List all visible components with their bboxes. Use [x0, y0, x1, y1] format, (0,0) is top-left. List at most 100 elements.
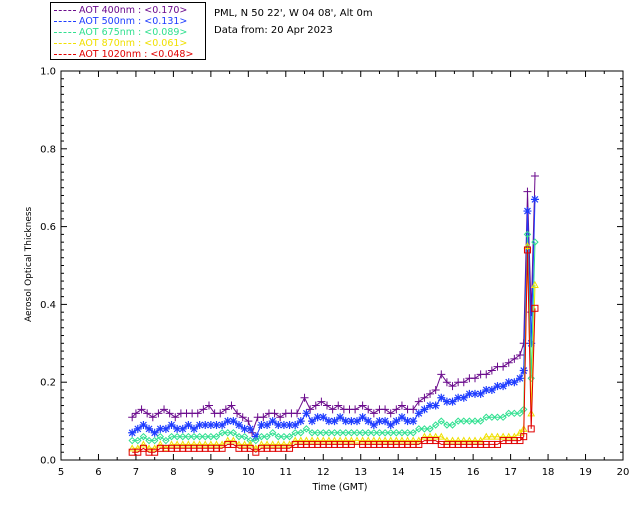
- data-point: [154, 409, 163, 418]
- data-point: [128, 413, 137, 422]
- y-axis-label: Aerosol Optical Thickness: [24, 206, 34, 322]
- data-point: [432, 437, 440, 445]
- data-point: [364, 417, 373, 426]
- data-point: [156, 440, 165, 448]
- data-point: [259, 413, 268, 422]
- data-point: [353, 436, 361, 444]
- data-point: [454, 417, 462, 425]
- data-point: [313, 413, 322, 422]
- data-point: [476, 417, 485, 425]
- data-point: [504, 358, 513, 367]
- data-point: [308, 436, 316, 444]
- data-point: [224, 429, 232, 437]
- data-point: [420, 393, 429, 402]
- data-point: [252, 436, 260, 445]
- data-point: [426, 425, 434, 433]
- data-point: [516, 428, 524, 436]
- data-point: [257, 432, 266, 441]
- data-point: [471, 417, 479, 425]
- data-point: [296, 436, 305, 444]
- data-point: [448, 397, 457, 406]
- data-point: [263, 440, 271, 448]
- data-point: [184, 432, 193, 441]
- data-point: [375, 417, 384, 426]
- series-line-4: [132, 249, 536, 453]
- location-text: PML, N 50 22', W 04 08', Alt 0m: [214, 8, 373, 19]
- data-point: [443, 421, 451, 429]
- data-point: [341, 436, 350, 444]
- data-point: [487, 385, 496, 394]
- data-point: [323, 401, 332, 410]
- data-point: [291, 420, 300, 429]
- legend-label-675nm: AOT 675nm : <0.089>: [79, 27, 188, 38]
- data-point: [319, 436, 328, 444]
- data-point: [409, 429, 417, 437]
- data-point: [151, 448, 159, 456]
- x-tick-label: 13: [354, 467, 367, 478]
- data-point: [167, 432, 176, 441]
- data-point: [317, 397, 326, 406]
- data-point: [397, 401, 406, 410]
- data-point: [426, 401, 435, 410]
- data-point: [347, 417, 356, 426]
- data-point: [403, 436, 412, 444]
- data-point: [306, 405, 315, 414]
- data-point: [291, 429, 299, 437]
- data-point: [139, 444, 147, 452]
- data-point: [487, 366, 496, 375]
- legend-label-870nm: AOT 870nm : <0.061>: [79, 38, 188, 49]
- data-point: [280, 432, 288, 441]
- data-point: [375, 436, 384, 444]
- data-point: [493, 432, 502, 440]
- data-point: [235, 432, 243, 441]
- data-point: [523, 246, 531, 254]
- plot-area: 5 6 7 8 9 10 11 12 13 14 15 16 17 18 19 20 0.0 0.2 0.4 0.6 0…: [40, 67, 629, 479]
- data-point: [531, 304, 539, 312]
- data-point: [420, 432, 429, 440]
- data-point: [171, 413, 180, 422]
- data-point: [530, 172, 539, 181]
- data-point: [268, 417, 277, 426]
- data-point: [308, 429, 316, 437]
- data-point: [274, 440, 283, 448]
- x-tick-label: 11: [279, 467, 292, 478]
- data-point: [392, 429, 401, 437]
- data-point: [527, 339, 536, 348]
- data-point: [268, 429, 277, 437]
- legend-swatch-500nm: [54, 21, 76, 22]
- x-tick-label: 16: [467, 467, 480, 478]
- data-point: [460, 417, 468, 425]
- data-point: [179, 432, 187, 441]
- data-point: [319, 413, 328, 422]
- data-point: [199, 405, 208, 414]
- data-point: [465, 436, 474, 444]
- data-point: [251, 444, 260, 452]
- data-point: [392, 417, 401, 426]
- data-point: [280, 440, 288, 448]
- data-point: [516, 437, 524, 445]
- data-point: [499, 382, 508, 391]
- data-point: [128, 444, 137, 452]
- legend-label-500nm: AOT 500nm : <0.131>: [79, 16, 188, 27]
- data-point: [206, 420, 215, 429]
- data-point: [313, 429, 322, 437]
- data-point: [319, 429, 327, 437]
- data-point: [279, 420, 288, 429]
- data-point: [330, 436, 339, 444]
- data-point: [471, 389, 480, 398]
- data-point: [465, 417, 474, 425]
- data-point: [150, 428, 159, 437]
- data-point: [493, 413, 502, 421]
- data-point: [128, 428, 137, 437]
- data-point: [516, 409, 524, 418]
- data-point: [358, 413, 367, 422]
- data-point: [531, 238, 539, 246]
- data-point: [302, 436, 311, 444]
- data-point: [229, 436, 238, 444]
- data-point: [308, 417, 317, 426]
- data-point: [488, 432, 496, 440]
- x-tick-label: 15: [429, 467, 442, 478]
- data-point: [201, 420, 210, 429]
- data-point: [201, 432, 209, 441]
